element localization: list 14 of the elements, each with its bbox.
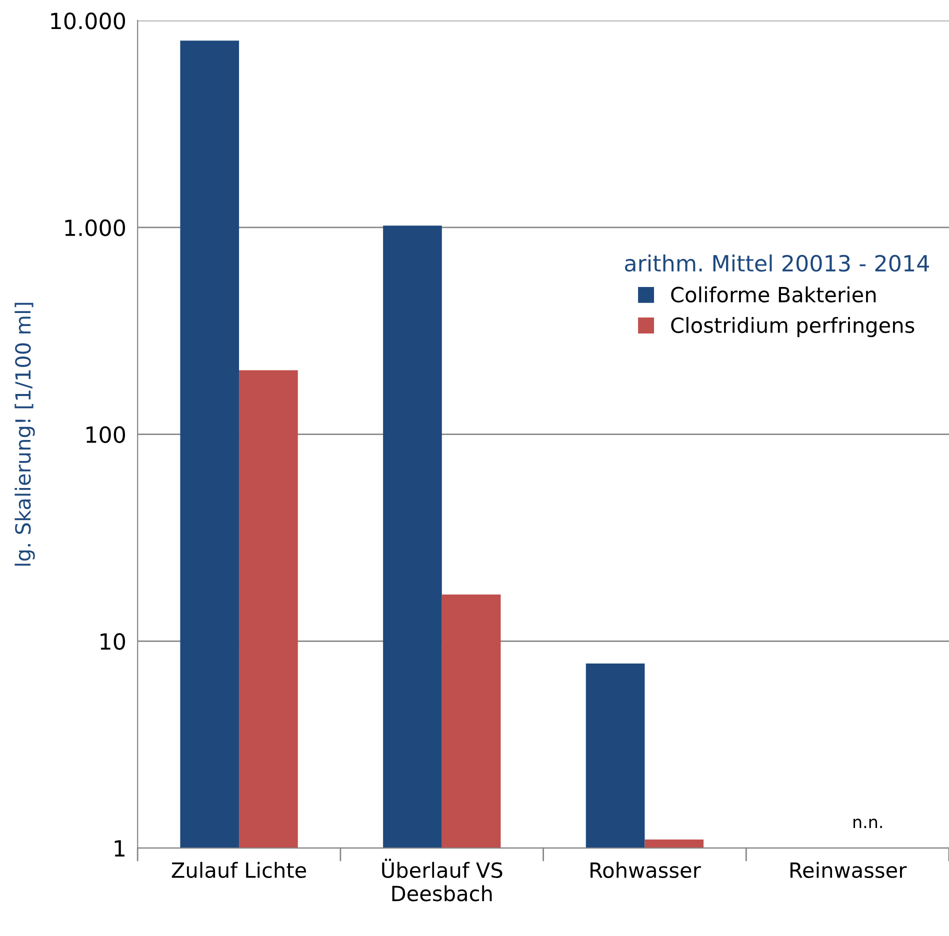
y-tick-label: 10 — [100, 633, 126, 650]
y-tick-label: 1.000 — [65, 219, 126, 236]
legend-label: Coliforme Bakterien — [671, 286, 876, 303]
y-axis-title: lg. Skalierung! [1/100 ml] — [14, 302, 35, 566]
x-tick-label: Rohwasser — [590, 862, 701, 878]
legend-label: Clostridium perfringens — [671, 316, 914, 338]
y-tick-label: 100 — [86, 426, 126, 444]
x-tick-label: Reinwasser — [790, 862, 907, 878]
annotation: n.n. — [854, 818, 882, 828]
y-tick-label: 10.000 — [51, 12, 126, 30]
y-tick-label: 1 — [114, 840, 124, 856]
legend-title: arithm. Mittel 20013 - 2014 — [625, 254, 930, 272]
x-tick-label: Zulauf Lichte — [172, 862, 306, 878]
x-tick-label: Überlauf VS Deesbach — [382, 858, 502, 902]
